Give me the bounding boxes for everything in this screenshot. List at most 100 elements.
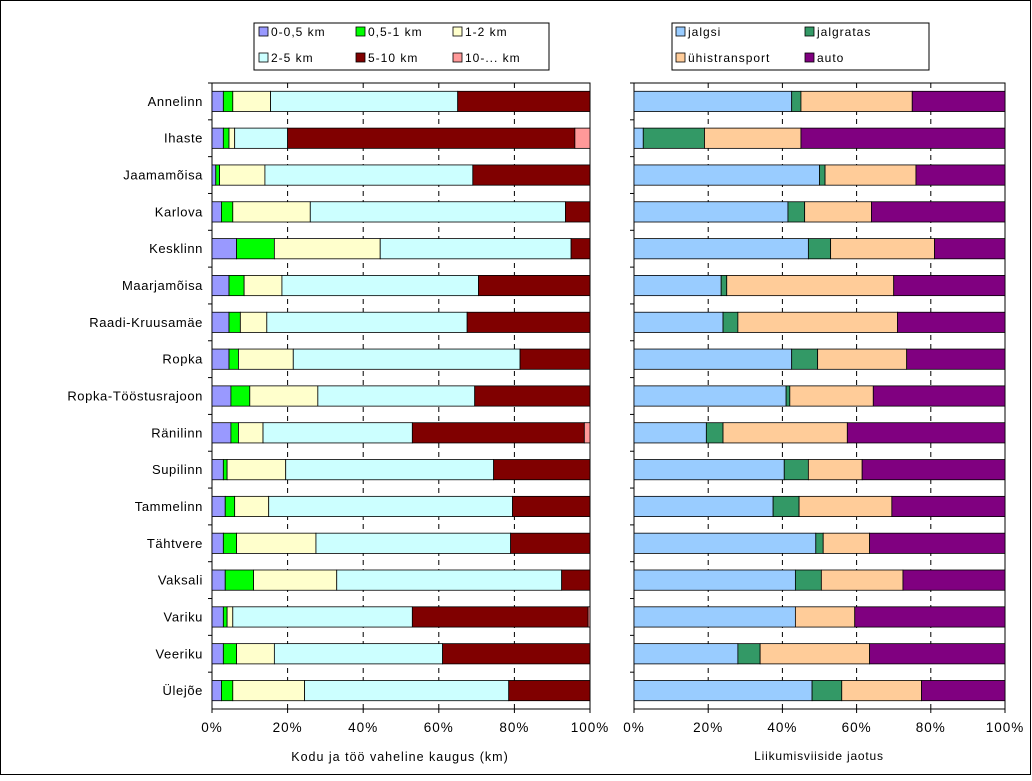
modal-split-legend-label: auto [817, 51, 844, 65]
modal-split-chart: Liikumisviiside jaotus 0% 20% 40% 60% 80% 100… [623, 22, 1025, 763]
distance-category-label: Ülejõe [163, 683, 203, 698]
distance-category-label: Raadi-Kruusamäe [89, 315, 203, 330]
modal-split-bar-segment [817, 348, 908, 370]
modal-split-bar-segment [726, 275, 895, 297]
modal-split-bar-segment [783, 459, 809, 481]
distance-bar-segment [211, 532, 224, 554]
distance-bar-segment [493, 459, 591, 481]
modal-split-bar-segment [872, 385, 1006, 407]
distance-category-label: Ropka [162, 352, 203, 367]
distance-legend-item: 5-10 km [355, 51, 417, 65]
distance-bar-segment [226, 606, 234, 628]
modal-split-bar-segment [854, 606, 1006, 628]
distance-bar-segment [239, 311, 268, 333]
distance-bar-segment [336, 569, 563, 591]
modal-split-bar-segment [800, 127, 1006, 149]
distance-bar-segment [226, 459, 287, 481]
distance-bar-segment [243, 275, 283, 297]
distance-bar-segment [466, 311, 591, 333]
distance-category-label: Veeriku [155, 646, 203, 661]
distance-bar-segment [215, 164, 220, 186]
modal-split-bar-segment [633, 385, 787, 407]
modal-split-bar-row [633, 495, 1006, 517]
modal-split-legend-swatch [675, 52, 686, 63]
distance-bar-segment [253, 569, 338, 591]
distance-x-tick-label: 20% [273, 720, 303, 735]
distance-bar-segment [287, 127, 576, 149]
distance-bar-segment [238, 348, 294, 370]
modal-split-bar-segment [791, 348, 819, 370]
distance-category-label: Jaamamõisa [123, 168, 203, 183]
modal-split-bar-segment [772, 495, 800, 517]
distance-category-label: Supilinn [152, 462, 203, 477]
distance-bar-segment [222, 127, 230, 149]
modal-split-bar-row [633, 311, 1006, 333]
distance-category-label: Tähtvere [147, 536, 203, 551]
modal-split-bar-row [633, 201, 1006, 223]
distance-category-label: Kesklinn [149, 241, 203, 256]
modal-split-bar-segment [869, 643, 1006, 665]
distance-x-tick-label: 40% [348, 720, 378, 735]
modal-split-bar-row [633, 238, 1006, 260]
distance-category-label: Ränilinn [151, 425, 203, 440]
distance-bar-segment [234, 127, 288, 149]
distance-bar-segment [273, 238, 381, 260]
distance-category-label: Variku [164, 609, 203, 624]
modal-split-bar-segment [633, 275, 722, 297]
modal-split-bar-segment [791, 90, 802, 112]
modal-split-bar-row [633, 385, 1006, 407]
modal-split-bar-segment [800, 90, 913, 112]
modal-split-bar-segment [841, 680, 922, 702]
modal-split-legend-box [671, 22, 930, 71]
distance-legend-swatch [452, 26, 463, 37]
modal-split-bar-row [633, 459, 1006, 481]
modal-split-bar-row [633, 643, 1006, 665]
distance-bar-segment [309, 201, 566, 223]
modal-split-legend: jalgsi jalgratas ühistransport auto [671, 22, 930, 71]
distance-bar-segment [211, 459, 224, 481]
distance-category-label: Maarjamõisa [122, 278, 203, 293]
distance-bar-segment [457, 90, 591, 112]
distance-bar-segment [221, 680, 234, 702]
modal-split-x-tick-label: 100% [986, 720, 1025, 735]
modal-split-bar-segment [633, 238, 809, 260]
modal-split-bar-segment [633, 311, 724, 333]
distance-bar-segment [211, 311, 230, 333]
distance-bar-segment [232, 680, 306, 702]
distance-x-tick-label: 80% [499, 720, 529, 735]
distance-bar-segment [222, 90, 234, 112]
distance-legend-box [253, 22, 550, 71]
distance-bar-row [211, 201, 591, 223]
distance-bar-segment [224, 495, 236, 517]
distance-legend-swatch [355, 26, 366, 37]
distance-bar-segment [211, 422, 232, 444]
distance-category-label: Annelinn [148, 94, 203, 109]
modal-split-bar-row [633, 127, 1006, 149]
distance-category-label: Ihaste [164, 131, 203, 146]
modal-split-bar-segment [633, 643, 739, 665]
distance-bar-segment [232, 606, 413, 628]
modal-split-bar-segment [934, 238, 1006, 260]
distance-bar-segment [222, 643, 237, 665]
distance-bar-segment [228, 275, 245, 297]
distance-category-label: Tammelinn [135, 499, 203, 514]
distance-bar-row [211, 311, 591, 333]
modal-split-bar-segment [804, 201, 872, 223]
distance-bar-segment [411, 606, 589, 628]
distance-bar-segment [211, 643, 224, 665]
modal-split-bar-segment [787, 201, 806, 223]
modal-split-bar-segment [759, 643, 870, 665]
modal-split-bar-segment [720, 275, 728, 297]
distance-bar-row [211, 495, 591, 517]
modal-split-legend-item: jalgsi [675, 25, 720, 39]
distance-bar-segment [379, 238, 572, 260]
distance-legend-item: 2-5 km [258, 51, 313, 65]
distance-bar-segment [222, 532, 237, 554]
modal-split-bar-segment [633, 127, 644, 149]
modal-split-bar-segment [822, 532, 870, 554]
distance-legend: 0-0,5 km 0,5-1 km 1-2 km 2-5 km 5-10 km 10-..… [253, 22, 550, 71]
modal-split-bar-segment [902, 569, 1006, 591]
modal-split-x-axis-label: Liikumisviiside jaotus [754, 749, 884, 763]
distance-legend-swatch [258, 26, 269, 37]
modal-split-bar-segment [794, 569, 822, 591]
